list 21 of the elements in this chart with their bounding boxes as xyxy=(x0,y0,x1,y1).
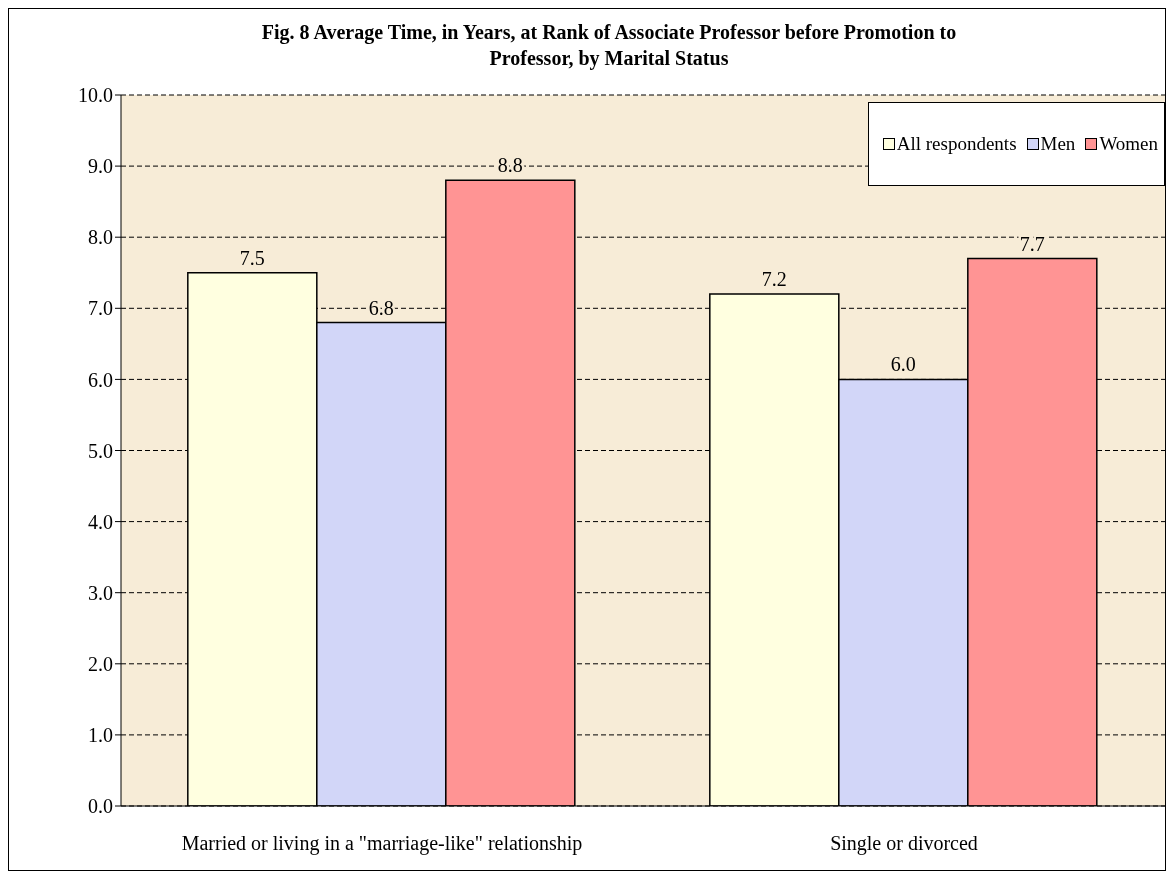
y-tick-label: 4.0 xyxy=(88,510,113,533)
y-tick-label: 5.0 xyxy=(88,439,113,462)
y-tick-label: 6.0 xyxy=(88,368,113,391)
data-label: 6.0 xyxy=(890,353,916,376)
x-tick-label: Married or living in a "marriage-like" relationship xyxy=(181,832,583,856)
legend-label: All respondents xyxy=(895,133,1017,155)
y-tick-label: 7.0 xyxy=(88,297,113,320)
y-tick-label: 3.0 xyxy=(88,581,113,604)
y-tick-label: 2.0 xyxy=(88,652,113,675)
data-label: 7.5 xyxy=(239,246,265,269)
y-tick-label: 8.0 xyxy=(88,226,113,249)
legend-label: Men xyxy=(1039,133,1076,155)
data-label: 7.7 xyxy=(1019,232,1045,255)
y-tick-label: 9.0 xyxy=(88,155,113,178)
chart-title: Fig. 8 Average Time, in Years, at Rank of Associate Professor before Promotion to Professor, by Marital Status xyxy=(260,20,958,71)
legend-label: Women xyxy=(1098,133,1158,155)
x-tick-label: Single or divorced xyxy=(830,832,978,856)
y-tick-label: 0.0 xyxy=(88,795,113,818)
y-tick-label: 1.0 xyxy=(88,724,113,746)
y-tick-label: 10.0 xyxy=(78,84,113,107)
data-label: 7.2 xyxy=(761,268,787,291)
